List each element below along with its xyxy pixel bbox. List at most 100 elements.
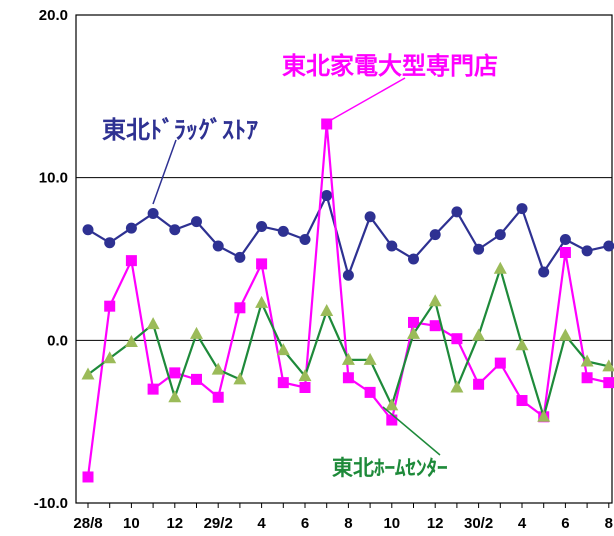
data-point (320, 304, 334, 317)
x-tick-label: 4 (518, 515, 527, 532)
data-point (342, 372, 354, 384)
data-point (104, 300, 116, 312)
y-tick-label: 20.0 (39, 7, 68, 24)
data-point (103, 351, 117, 364)
data-point (603, 377, 614, 389)
data-point (428, 294, 442, 307)
data-point (341, 352, 355, 365)
drugstore-label: 東北ﾄﾞﾗｯｸﾞｽﾄｱ (102, 116, 258, 144)
data-point (233, 372, 247, 385)
data-point (146, 317, 160, 330)
x-tick-label: 28/8 (73, 515, 102, 532)
x-axis-ticks: 28/8 10 12 29/2 4 6 8 10 12 30/2 4 6 8 (73, 503, 613, 532)
drugstore-leader-line (152, 139, 177, 205)
data-point (104, 237, 116, 249)
x-tick-label: 6 (301, 515, 309, 532)
x-tick-label: 29/2 (204, 515, 233, 532)
data-point (298, 369, 312, 382)
data-point (299, 382, 311, 394)
data-point (473, 243, 485, 255)
homecenter-label: 東北ﾎｰﾑｾﾝﾀｰ (332, 456, 448, 480)
data-point (234, 302, 246, 314)
plot-frame (75, 14, 613, 504)
data-point (538, 266, 550, 278)
data-point (147, 383, 159, 395)
data-point (342, 269, 354, 281)
data-point (408, 316, 419, 328)
data-point (277, 225, 289, 237)
data-point (537, 409, 551, 422)
x-tick-label: 12 (166, 515, 183, 532)
x-tick-label: 4 (257, 515, 266, 532)
data-point (603, 240, 614, 252)
data-point (408, 253, 419, 265)
electronics-leader-line (330, 77, 406, 121)
series-line (86, 123, 610, 478)
data-point (516, 395, 528, 407)
data-point (256, 258, 268, 270)
data-point (558, 328, 572, 341)
data-point (451, 206, 463, 218)
data-point (363, 352, 377, 365)
data-point (429, 229, 441, 241)
data-point (169, 367, 181, 379)
data-point (277, 377, 289, 389)
data-point (602, 359, 614, 372)
data-point (386, 414, 398, 426)
data-point (82, 224, 94, 236)
data-point (191, 373, 202, 385)
data-point (472, 328, 486, 341)
data-point (559, 246, 571, 258)
homecenter-leader-line (382, 406, 441, 456)
series-0 (82, 190, 614, 281)
data-point (450, 380, 464, 393)
data-point (234, 251, 246, 263)
data-point (124, 334, 138, 347)
x-tick-label: 30/2 (464, 515, 493, 532)
data-point (407, 326, 420, 339)
data-point (429, 320, 441, 332)
series-labels: 東北ﾄﾞﾗｯｸﾞｽﾄｱ 東北家電大型専門店 東北ﾎｰﾑｾﾝﾀｰ (102, 52, 498, 480)
data-point (82, 471, 94, 483)
data-point (493, 261, 507, 274)
x-tick-label: 10 (383, 515, 400, 532)
data-point (494, 229, 506, 241)
y-axis-ticks: 20.0 10.0 0.0 -10.0 (34, 7, 68, 512)
x-tick-label: 10 (123, 515, 140, 532)
data-point (364, 386, 376, 398)
data-point (559, 233, 571, 245)
data-point (212, 391, 224, 403)
data-point (147, 207, 159, 219)
series-group (81, 118, 614, 483)
data-point (516, 203, 528, 215)
series-line (87, 264, 610, 421)
electronics-label: 東北家電大型専門店 (282, 52, 498, 80)
data-point (386, 240, 398, 252)
data-point (321, 190, 333, 202)
data-point (580, 354, 594, 367)
data-point (451, 333, 463, 345)
x-tick-label: 8 (344, 515, 352, 532)
series-line (87, 192, 610, 279)
y-tick-label: 0.0 (47, 332, 68, 349)
x-tick-label: 12 (427, 515, 444, 532)
data-point (211, 362, 225, 375)
y-tick-label: 10.0 (39, 170, 68, 187)
data-point (125, 255, 137, 267)
data-point (321, 118, 333, 130)
data-point (212, 240, 224, 252)
data-point (190, 326, 203, 339)
data-point (473, 378, 485, 390)
y-tick-label: -10.0 (34, 495, 68, 512)
data-point (125, 222, 137, 234)
data-point (515, 338, 529, 351)
data-point (168, 390, 182, 403)
series-1 (82, 118, 614, 483)
x-tick-label: 8 (605, 515, 613, 532)
data-point (494, 357, 506, 369)
data-point (299, 233, 311, 245)
data-point (81, 367, 95, 380)
data-point (191, 216, 202, 228)
